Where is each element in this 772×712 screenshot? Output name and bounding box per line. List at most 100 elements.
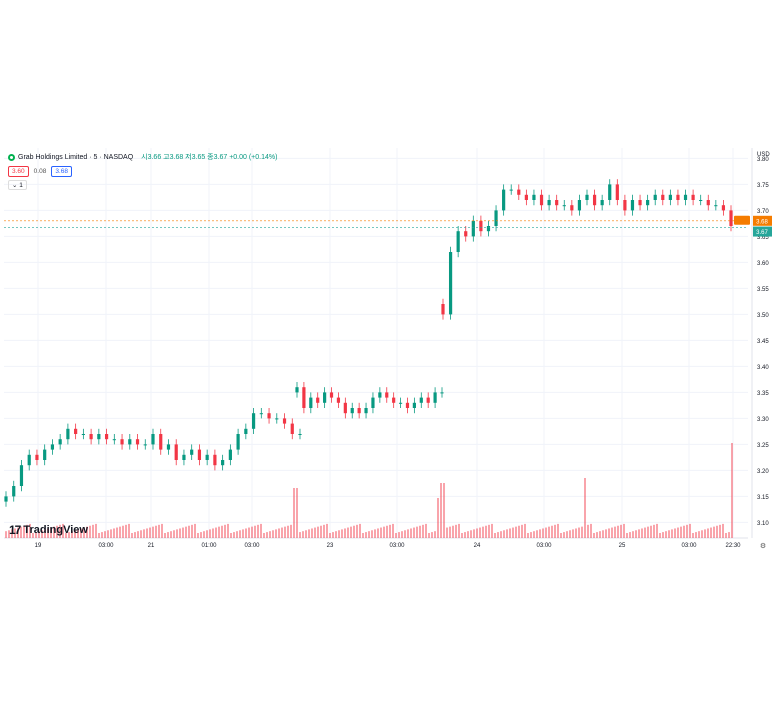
volume-bar bbox=[611, 527, 613, 538]
volume-bar bbox=[371, 530, 373, 538]
candle bbox=[371, 397, 375, 408]
x-tick-label: 03:00 bbox=[536, 543, 552, 549]
volume-bar bbox=[284, 526, 286, 538]
volume-bar bbox=[485, 525, 487, 538]
volume-bar bbox=[632, 531, 634, 538]
volume-bar bbox=[461, 533, 463, 538]
volume-bar bbox=[89, 525, 91, 538]
volume-bar bbox=[413, 527, 415, 538]
x-tick-label: 24 bbox=[474, 543, 481, 549]
candle bbox=[336, 397, 341, 403]
volume-bar bbox=[56, 525, 58, 538]
volume-bar bbox=[50, 527, 52, 538]
tradingview-logo[interactable]: 17 TradingView bbox=[9, 523, 88, 537]
volume-bar bbox=[491, 523, 493, 538]
candle bbox=[81, 434, 85, 435]
volume-bar bbox=[503, 530, 505, 538]
candle bbox=[74, 428, 78, 434]
volume-bar bbox=[296, 488, 298, 538]
volume-bar bbox=[554, 524, 556, 538]
x-tick-label: 23 bbox=[327, 543, 334, 549]
volume-bar bbox=[623, 523, 625, 538]
currency-label: USD bbox=[757, 152, 770, 158]
volume-bar bbox=[191, 524, 193, 538]
volume-bar bbox=[548, 526, 550, 538]
candle bbox=[547, 200, 551, 206]
candle bbox=[302, 387, 306, 408]
candle bbox=[661, 194, 665, 200]
volume-bar bbox=[686, 524, 688, 538]
y-tick-label: 3.80 bbox=[757, 157, 769, 163]
volume-bar bbox=[698, 531, 700, 538]
volume-bar bbox=[32, 533, 34, 538]
candle bbox=[392, 397, 396, 403]
x-tick-label: 03:00 bbox=[389, 543, 405, 549]
candle bbox=[364, 408, 368, 414]
volume-bar bbox=[509, 528, 511, 538]
volume-bar bbox=[293, 488, 295, 538]
x-tick-label: 03:00 bbox=[681, 543, 697, 549]
candle bbox=[426, 397, 430, 403]
volume-bar bbox=[341, 529, 343, 538]
volume-bar bbox=[152, 526, 154, 538]
volume-bar bbox=[104, 531, 106, 538]
candle bbox=[608, 184, 612, 200]
candle bbox=[343, 402, 347, 414]
volume-bar bbox=[29, 523, 31, 538]
volume-bar bbox=[83, 527, 85, 538]
sell-button[interactable]: 3.60 bbox=[8, 166, 29, 177]
candle bbox=[290, 423, 294, 434]
volume-bar bbox=[281, 527, 283, 538]
volume-bar bbox=[653, 524, 655, 538]
chart-area[interactable]: 3.80 3.75 3.70 3.65 3.60 3.55 3.50 3.45 3.40 3.35… bbox=[0, 148, 772, 555]
y-tick-label: 3.30 bbox=[757, 417, 769, 423]
candle bbox=[159, 434, 163, 450]
volume-bar bbox=[149, 527, 151, 538]
volume-bar bbox=[497, 532, 499, 538]
volume-bar bbox=[185, 526, 187, 538]
volume-bar bbox=[506, 529, 508, 538]
volume-bar bbox=[263, 533, 265, 538]
candle bbox=[668, 194, 672, 200]
x-tick-label: 21 bbox=[148, 543, 155, 549]
buy-button[interactable]: 3.68 bbox=[51, 166, 72, 177]
candle bbox=[316, 397, 320, 403]
volume-bar bbox=[188, 525, 190, 538]
volume-bar bbox=[512, 527, 514, 538]
volume-bar bbox=[608, 528, 610, 538]
volume-bar bbox=[710, 527, 712, 538]
candle bbox=[509, 189, 513, 191]
volume-bar bbox=[488, 524, 490, 538]
candle bbox=[58, 439, 62, 445]
candle bbox=[638, 200, 642, 206]
symbol-name[interactable]: Grab Holdings Limited · 5 · NASDAQ bbox=[18, 153, 134, 161]
volume-bar bbox=[323, 524, 325, 538]
volume-bar bbox=[173, 530, 175, 538]
volume-bar bbox=[200, 532, 202, 538]
volume-bar bbox=[365, 532, 367, 538]
candle bbox=[441, 304, 445, 315]
volume-bar bbox=[584, 478, 586, 538]
volume-bar bbox=[290, 524, 292, 538]
volume-bar bbox=[116, 527, 118, 538]
volume-bar bbox=[437, 498, 439, 538]
x-tick-label: 03:00 bbox=[244, 543, 260, 549]
last-price-tag-label: 3.68 bbox=[756, 219, 768, 225]
volume-bar bbox=[545, 527, 547, 538]
volume-bar bbox=[167, 532, 169, 538]
volume-bar bbox=[143, 529, 145, 538]
candle bbox=[190, 449, 194, 455]
indicator-collapse-button[interactable]: ⌄ 1 bbox=[8, 180, 27, 190]
candle bbox=[267, 413, 271, 419]
candle bbox=[357, 408, 361, 414]
volume-bar bbox=[350, 526, 352, 538]
volume-bar bbox=[641, 528, 643, 538]
candle bbox=[502, 189, 506, 211]
candlestick-chart[interactable]: 3.80 3.75 3.70 3.65 3.60 3.55 3.50 3.45 3.40 3.35… bbox=[0, 148, 772, 555]
y-tick-label: 3.15 bbox=[757, 495, 769, 501]
candle bbox=[128, 439, 132, 445]
candle bbox=[577, 200, 582, 211]
volume-bar bbox=[572, 529, 574, 538]
volume-bar bbox=[656, 523, 658, 538]
y-tick-label: 3.65 bbox=[757, 235, 769, 241]
